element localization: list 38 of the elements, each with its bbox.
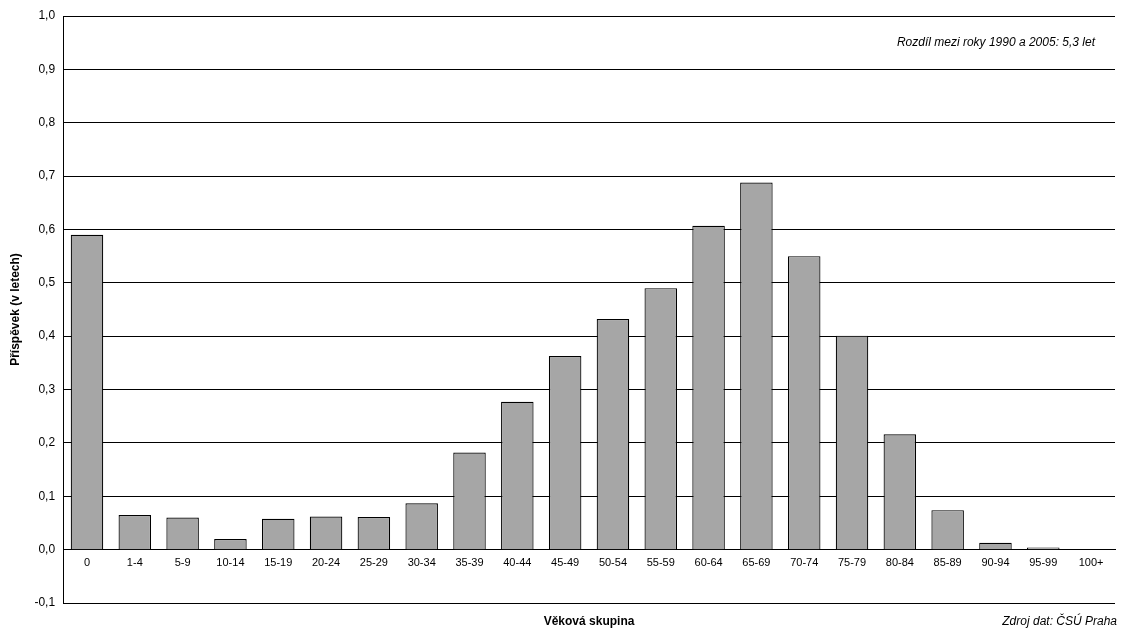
x-tick-label: 0 — [83, 556, 91, 569]
y-tick-label: 0,9 — [38, 61, 56, 76]
y-tick-label: 1,0 — [38, 8, 56, 23]
x-tick-label: 30-34 — [407, 556, 436, 569]
x-tick-label: 10-14 — [216, 556, 245, 569]
x-tick-label: 15-19 — [264, 556, 293, 569]
x-tick-label: 55-59 — [646, 556, 675, 569]
x-tick-label: 70-74 — [790, 556, 819, 569]
x-tick-label: 60-64 — [694, 556, 723, 569]
text: Zdroj dat: ČSÚ Praha — [1001, 613, 1118, 628]
x-tick-label: 5-9 — [174, 556, 191, 569]
x-tick-label: 40-44 — [503, 556, 532, 569]
x-tick-label: 50-54 — [598, 556, 628, 569]
x-tick-label: 80-84 — [885, 556, 914, 569]
y-tick-label: 0,8 — [38, 115, 56, 130]
x-axis-title: Věková skupina — [543, 614, 635, 628]
x-tick-label: 95-99 — [1029, 556, 1058, 569]
x-tick-label: 45-49 — [551, 556, 580, 569]
x-tick-label: 75-79 — [837, 556, 867, 569]
x-tick-label: 1-4 — [126, 556, 143, 569]
y-tick-label: 0,1 — [38, 488, 56, 503]
x-tick-label: 85-89 — [933, 556, 962, 569]
y-axis-title: Příspěvek (v letech) — [7, 253, 22, 366]
y-tick-label: 0,3 — [38, 381, 56, 396]
annotation: Rozdíl mezi roky 1990 a 2005: 5,3 let — [896, 35, 1096, 49]
x-tick-label: 100+ — [1078, 556, 1104, 569]
y-tick-label: 0,4 — [38, 328, 56, 343]
y-tick-label: -0,1 — [34, 595, 56, 610]
y-tick-label: 0,7 — [38, 168, 56, 183]
y-tick-label: 0,5 — [38, 275, 56, 290]
y-tick-label: 0,6 — [38, 221, 56, 236]
x-tick-label: 35-39 — [455, 556, 484, 569]
x-tick-label: 20-24 — [311, 556, 341, 569]
y-tick-label: 0,0 — [38, 541, 56, 556]
x-tick-label: 90-94 — [981, 556, 1010, 569]
x-tick-label: 25-29 — [359, 556, 388, 569]
x-tick-label: 65-69 — [742, 556, 771, 569]
y-tick-label: 0,2 — [38, 435, 56, 450]
